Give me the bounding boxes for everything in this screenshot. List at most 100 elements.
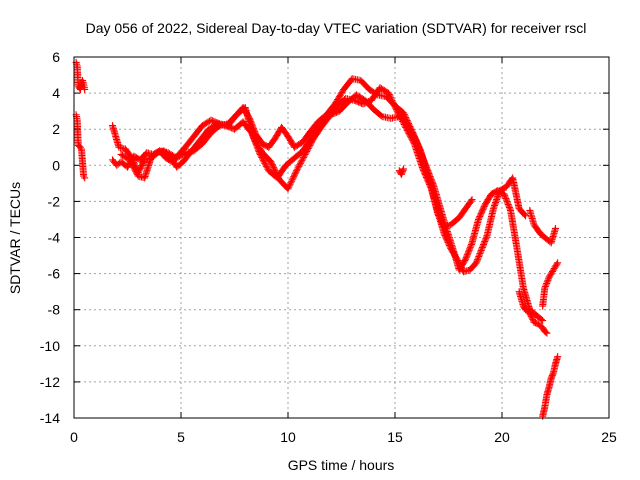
data-point: [255, 143, 263, 151]
x-axis-label: GPS time / hours: [288, 457, 395, 473]
data-point: [392, 106, 400, 114]
data-point: [180, 150, 188, 158]
data-point: [466, 245, 474, 253]
data-point: [263, 164, 271, 172]
data-point: [501, 193, 509, 201]
data-point: [285, 182, 293, 190]
data-point: [259, 156, 267, 164]
data-point: [285, 183, 293, 191]
data-point: [541, 282, 549, 290]
data-point: [405, 123, 413, 131]
data-point: [268, 161, 276, 169]
data-point: [296, 161, 304, 169]
data-point: [334, 96, 342, 104]
data-point: [482, 233, 490, 241]
data-point: [419, 155, 427, 163]
data-point: [410, 133, 418, 141]
data-point: [250, 134, 258, 142]
data-point: [428, 178, 436, 186]
data-point: [132, 168, 140, 176]
series-arc-5: [117, 91, 547, 325]
data-point: [294, 164, 302, 172]
data-point: [465, 246, 473, 254]
data-point: [289, 174, 297, 182]
data-point: [474, 215, 482, 223]
data-point: [424, 167, 432, 175]
data-point: [419, 154, 427, 162]
data-point: [465, 248, 473, 256]
data-point: [295, 162, 303, 170]
y-tick-label: -4: [48, 230, 61, 246]
data-point: [407, 126, 415, 134]
data-point: [337, 90, 345, 98]
data-point: [284, 185, 292, 193]
data-point: [400, 165, 408, 173]
data-point: [429, 180, 437, 188]
data-point: [271, 167, 279, 175]
data-point: [261, 159, 269, 167]
data-point: [302, 149, 310, 157]
data-point: [422, 161, 430, 169]
y-tick-label: -12: [40, 374, 60, 390]
series-arc-9: [539, 353, 562, 420]
x-tick-label: 25: [601, 429, 617, 445]
data-point: [301, 150, 309, 158]
chart-title: Day 056 of 2022, Sidereal Day-to-day VTE…: [86, 20, 587, 36]
data-point: [306, 142, 314, 150]
data-point: [426, 171, 434, 179]
data-point: [126, 156, 134, 164]
data-point: [338, 88, 346, 96]
data-point: [416, 146, 424, 154]
x-tick-label: 10: [280, 429, 296, 445]
data-point: [426, 172, 434, 180]
data-point: [475, 214, 483, 222]
data-point: [478, 207, 486, 215]
data-point: [288, 176, 296, 184]
data-point: [214, 123, 222, 131]
data-point: [478, 245, 486, 253]
x-tick-label: 5: [177, 429, 185, 445]
data-point: [500, 190, 508, 198]
data-point: [296, 159, 304, 167]
data-point: [417, 149, 425, 157]
data-point: [387, 94, 395, 102]
data-point: [412, 138, 420, 146]
x-tick-label: 20: [494, 429, 510, 445]
data-point: [293, 165, 301, 173]
data-point: [477, 246, 485, 254]
data-point: [542, 281, 550, 289]
data-point: [475, 253, 483, 261]
plot-frame: [73, 56, 610, 419]
series-arc-8: [539, 259, 562, 310]
data-point: [257, 146, 265, 154]
data-point: [300, 152, 308, 160]
data-point: [253, 140, 261, 148]
data-point: [554, 259, 562, 267]
data-point: [551, 263, 559, 271]
data-point: [527, 312, 535, 320]
data-point: [290, 171, 298, 179]
data-point: [127, 159, 135, 167]
data-point: [529, 315, 537, 323]
data-point: [126, 157, 134, 165]
data-point: [286, 180, 294, 188]
data-point: [406, 124, 414, 132]
x-tick-label: 15: [387, 429, 403, 445]
data-point: [262, 161, 270, 169]
data-point: [251, 137, 259, 145]
data-point: [420, 157, 428, 165]
data-point: [554, 353, 562, 361]
data-point: [543, 278, 551, 286]
data-point: [272, 168, 280, 176]
data-point: [407, 127, 415, 135]
data-point: [251, 136, 259, 144]
data-point: [415, 144, 423, 152]
data-point: [414, 141, 422, 149]
data-point: [420, 158, 428, 166]
data-point: [262, 162, 270, 170]
data-point: [412, 136, 420, 144]
data-point: [474, 254, 482, 262]
data-point: [476, 249, 484, 257]
data-points: [72, 58, 562, 420]
data-point: [467, 240, 475, 248]
